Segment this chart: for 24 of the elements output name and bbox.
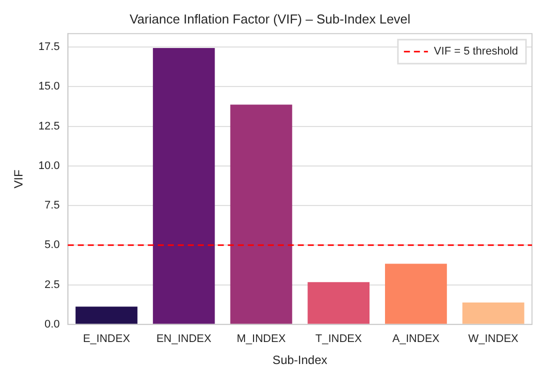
chart-title: Variance Inflation Factor (VIF) – Sub-Index Level bbox=[130, 11, 411, 26]
x-tick-label: EN_INDEX bbox=[156, 333, 212, 346]
y-tick-label: 15.0 bbox=[38, 80, 60, 93]
y-axis-title: VIF bbox=[12, 170, 26, 188]
y-tick-label: 10.0 bbox=[38, 160, 60, 172]
bar bbox=[462, 302, 524, 324]
y-tick-label: 17.5 bbox=[38, 41, 60, 54]
y-tick-label: 7.5 bbox=[44, 200, 60, 212]
bar bbox=[152, 48, 215, 324]
y-tick-label: 0.0 bbox=[44, 318, 60, 330]
x-tick-label: W_INDEX bbox=[468, 333, 520, 346]
bar bbox=[385, 264, 447, 324]
y-tick-label: 2.5 bbox=[44, 278, 60, 291]
x-tick-label: T_INDEX bbox=[315, 333, 362, 346]
y-tick-label: 5.0 bbox=[44, 239, 60, 252]
bar bbox=[230, 104, 292, 324]
x-tick-label: E_INDEX bbox=[82, 333, 131, 346]
legend-label: VIF = 5 threshold bbox=[434, 46, 518, 58]
y-tick-label: 12.5 bbox=[38, 120, 60, 132]
x-axis-title: Sub-Index bbox=[272, 353, 328, 368]
x-tick-label: M_INDEX bbox=[236, 333, 286, 346]
x-tick-label: A_INDEX bbox=[392, 333, 440, 346]
bar bbox=[76, 306, 138, 324]
bar bbox=[308, 282, 370, 324]
